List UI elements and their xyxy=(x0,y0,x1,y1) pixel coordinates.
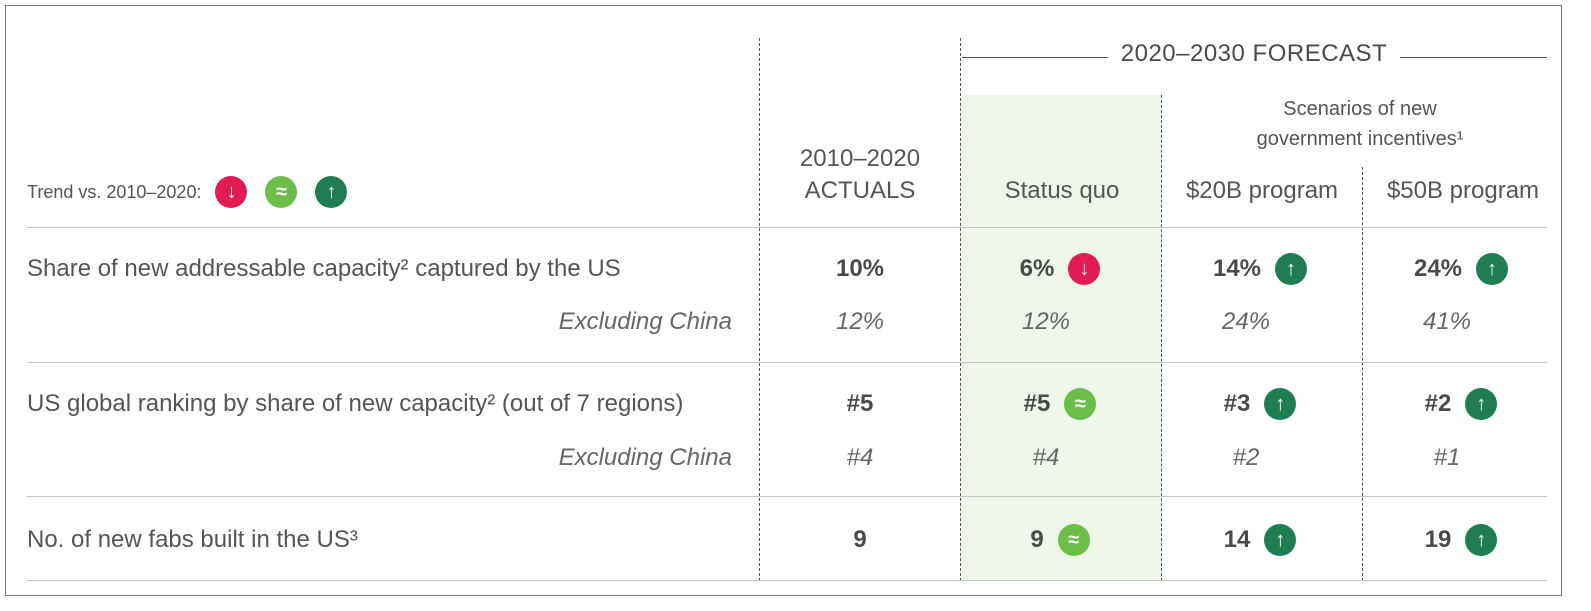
row-label-ranking: US global ranking by share of new capaci… xyxy=(27,390,684,417)
up-arrow-icon: ↑ xyxy=(1264,524,1297,556)
separator-actuals xyxy=(759,38,760,581)
up-arrow-icon: ↑ xyxy=(1465,524,1498,556)
value-cell: 24% ↑ xyxy=(1361,249,1561,289)
down-arrow-icon: ↓ xyxy=(1068,253,1101,285)
column-header-actuals-line2: ACTUALS xyxy=(804,177,916,204)
column-header-20b-program: $20B program xyxy=(1185,177,1339,204)
column-header-actuals: 2010–2020 ACTUALS xyxy=(760,143,960,207)
value-cell: 6% ↓ xyxy=(960,249,1160,289)
row-sublabel-ranking: Excluding China xyxy=(558,444,732,471)
down-arrow-icon: ↓ xyxy=(215,176,248,208)
separator-programs xyxy=(1362,167,1363,581)
value-text: 14 xyxy=(1223,526,1251,553)
value-text: #3 xyxy=(1223,390,1251,417)
column-header-50b-program: $50B program xyxy=(1386,177,1540,204)
up-arrow-icon: ↑ xyxy=(1264,388,1297,420)
separator-scenarios xyxy=(1161,95,1162,581)
scenarios-title-line1: Scenarios of new xyxy=(1283,98,1437,120)
column-header-actuals-line1: 2010–2020 xyxy=(799,145,921,172)
approx-equal-icon: ≈ xyxy=(1057,524,1090,556)
value-cell: 9 xyxy=(760,520,960,560)
value-cell: #3 ↑ xyxy=(1160,384,1360,424)
row-label-fabs: No. of new fabs built in the US³ xyxy=(27,526,358,553)
table-frame xyxy=(5,5,1562,596)
trend-legend-label: Trend vs. 2010–2020: xyxy=(27,181,202,202)
row-divider-2 xyxy=(27,496,1547,497)
value-cell: 14 ↑ xyxy=(1160,520,1360,560)
value-cell: #5 ≈ xyxy=(960,384,1160,424)
sub-value-cell: #4 xyxy=(846,444,874,471)
value-cell: 19 ↑ xyxy=(1361,520,1561,560)
sub-value-cell: #4 xyxy=(1032,444,1060,471)
value-text: 19 xyxy=(1424,526,1452,553)
sub-value-cell: 41% xyxy=(1422,308,1472,335)
up-arrow-icon: ↑ xyxy=(315,176,348,208)
value-cell: 14% ↑ xyxy=(1160,249,1360,289)
up-arrow-icon: ↑ xyxy=(1275,253,1308,285)
approx-equal-icon: ≈ xyxy=(1064,388,1097,420)
value-text: 10% xyxy=(835,255,885,282)
row-label-share: Share of new addressable capacity² captu… xyxy=(27,255,621,282)
trend-legend: Trend vs. 2010–2020: ↓ ≈ ↑ xyxy=(27,176,365,208)
up-arrow-icon: ↑ xyxy=(1465,388,1498,420)
row-sublabel-share: Excluding China xyxy=(558,308,732,335)
forecast-title: 2020–2030 FORECAST xyxy=(1108,40,1400,68)
separator-forecast xyxy=(960,38,961,581)
value-cell: 9 ≈ xyxy=(960,520,1160,560)
sub-value-cell: 12% xyxy=(835,308,885,335)
status-quo-highlight xyxy=(962,95,1162,581)
value-text: 24% xyxy=(1413,255,1463,282)
value-text: #5 xyxy=(1023,390,1051,417)
value-cell: #2 ↑ xyxy=(1361,384,1561,424)
sub-value-cell: 24% xyxy=(1221,308,1271,335)
value-cell: #5 xyxy=(760,384,960,424)
value-text: #5 xyxy=(846,390,874,417)
column-header-status-quo: Status quo xyxy=(1004,177,1120,204)
value-cell: 10% xyxy=(760,249,960,289)
value-text: 14% xyxy=(1212,255,1262,282)
scenarios-title-line2: government incentives¹ xyxy=(1256,128,1464,150)
value-text: 6% xyxy=(1019,255,1055,282)
sub-value-cell: #2 xyxy=(1232,444,1260,471)
table-bottom-rule xyxy=(27,580,1547,581)
scenarios-title: Scenarios of new government incentives¹ xyxy=(1200,94,1520,154)
row-divider-1 xyxy=(27,362,1547,363)
value-text: #2 xyxy=(1424,390,1452,417)
sub-value-cell: #1 xyxy=(1433,444,1461,471)
header-divider xyxy=(27,227,1547,228)
up-arrow-icon: ↑ xyxy=(1476,253,1509,285)
approx-equal-icon: ≈ xyxy=(265,176,298,208)
value-text: 9 xyxy=(853,526,867,553)
value-text: 9 xyxy=(1030,526,1044,553)
sub-value-cell: 12% xyxy=(1021,308,1071,335)
